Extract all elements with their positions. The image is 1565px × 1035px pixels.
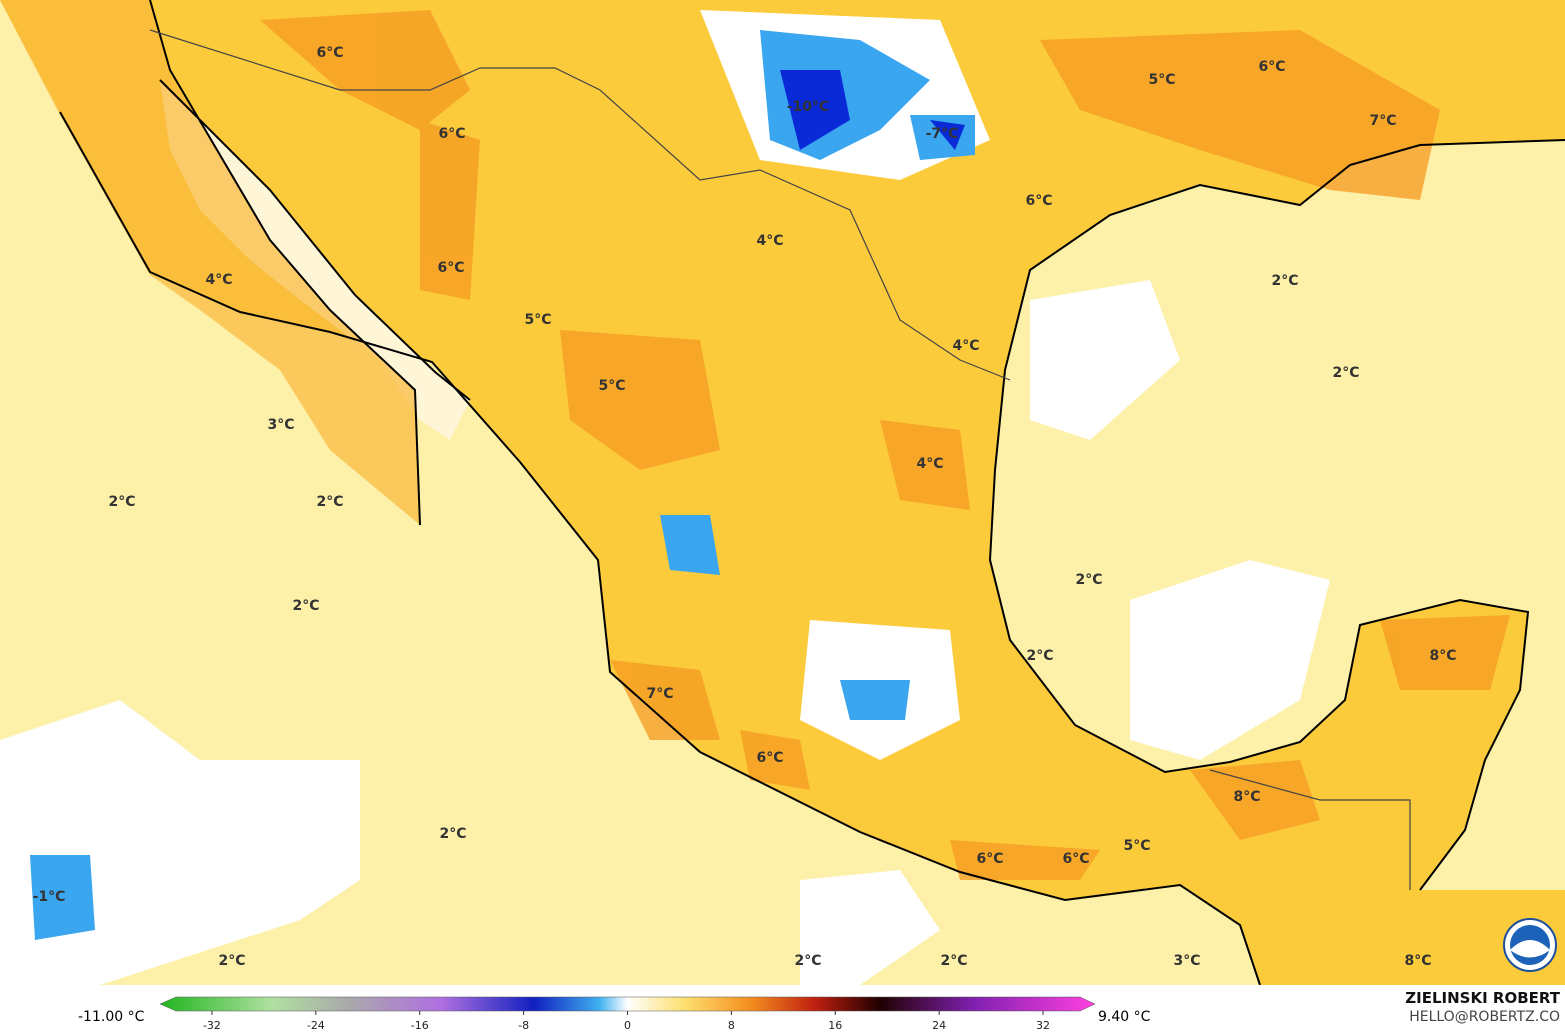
temperature-label: 2°C	[1026, 648, 1053, 664]
temperature-label: 6°C	[316, 45, 343, 61]
temperature-label: 2°C	[1075, 572, 1102, 588]
colorbar-tick-label: 24	[932, 1019, 946, 1032]
colorbar-tick-label: 0	[624, 1019, 631, 1032]
temperature-label: 2°C	[316, 494, 343, 510]
coldest-areas	[780, 70, 965, 150]
temperature-label: 2°C	[940, 953, 967, 969]
temperature-label: 6°C	[438, 126, 465, 142]
colorbar-tick-label: -32	[203, 1019, 221, 1032]
colorbar-max: 9.40 °C	[1098, 1009, 1151, 1025]
temperature-label: 4°C	[952, 338, 979, 354]
temperature-label: 8°C	[1233, 789, 1260, 805]
temperature-label: 6°C	[756, 750, 783, 766]
temperature-label: 6°C	[1062, 851, 1089, 867]
colorbar-tick-label: 32	[1036, 1019, 1050, 1032]
credit-name: ZIELINSKI ROBERT	[1405, 989, 1560, 1007]
colorbar-min: -11.00 °C	[78, 1009, 145, 1025]
temperature-label: 8°C	[1404, 953, 1431, 969]
temperature-label: 6°C	[1258, 59, 1285, 75]
temperature-label: 5°C	[1148, 72, 1175, 88]
temperature-label: 6°C	[1025, 193, 1052, 209]
coastlines	[59, 0, 1565, 985]
temperature-label: 8°C	[1429, 648, 1456, 664]
borders	[149, 29, 1411, 890]
colorbar-tick-label: -8	[518, 1019, 529, 1032]
temperature-label: -10°C	[787, 99, 830, 115]
temperature-label: 4°C	[916, 456, 943, 472]
colorbar-tick-label: 16	[828, 1019, 842, 1032]
land	[0, 0, 1565, 985]
map	[0, 0, 1565, 985]
temperature-label: 2°C	[1271, 273, 1298, 289]
temperature-label: 2°C	[1332, 365, 1359, 381]
temperature-label: 2°C	[439, 826, 466, 842]
temperature-label: 5°C	[598, 378, 625, 394]
credit-contact: HELLO@ROBERTZ.CO	[1409, 1009, 1560, 1025]
temperature-label: 5°C	[1123, 838, 1150, 854]
temperature-label: 4°C	[205, 272, 232, 288]
temperature-label: -7°C	[926, 126, 959, 142]
colorbar-tick-label: -24	[307, 1019, 325, 1032]
temperature-label: 6°C	[437, 260, 464, 276]
colorbar-tick-label: -16	[411, 1019, 429, 1032]
temperature-label: 2°C	[108, 494, 135, 510]
temperature-label: 3°C	[267, 417, 294, 433]
baja-region	[0, 0, 420, 525]
temperature-label: 3°C	[1173, 953, 1200, 969]
colorbar-tick-label: 8	[728, 1019, 735, 1032]
temperature-label: 7°C	[646, 686, 673, 702]
temperature-label: -1°C	[33, 889, 66, 905]
temperature-label: 2°C	[292, 598, 319, 614]
noaa-logo	[1503, 918, 1557, 972]
temperature-label: 5°C	[524, 312, 551, 328]
temperature-label: 4°C	[756, 233, 783, 249]
colorbar	[159, 996, 1096, 1012]
temperature-label: 2°C	[218, 953, 245, 969]
temperature-label: 2°C	[794, 953, 821, 969]
temperature-label: 6°C	[976, 851, 1003, 867]
temperature-label: 7°C	[1369, 113, 1396, 129]
warm-areas	[260, 10, 1510, 880]
